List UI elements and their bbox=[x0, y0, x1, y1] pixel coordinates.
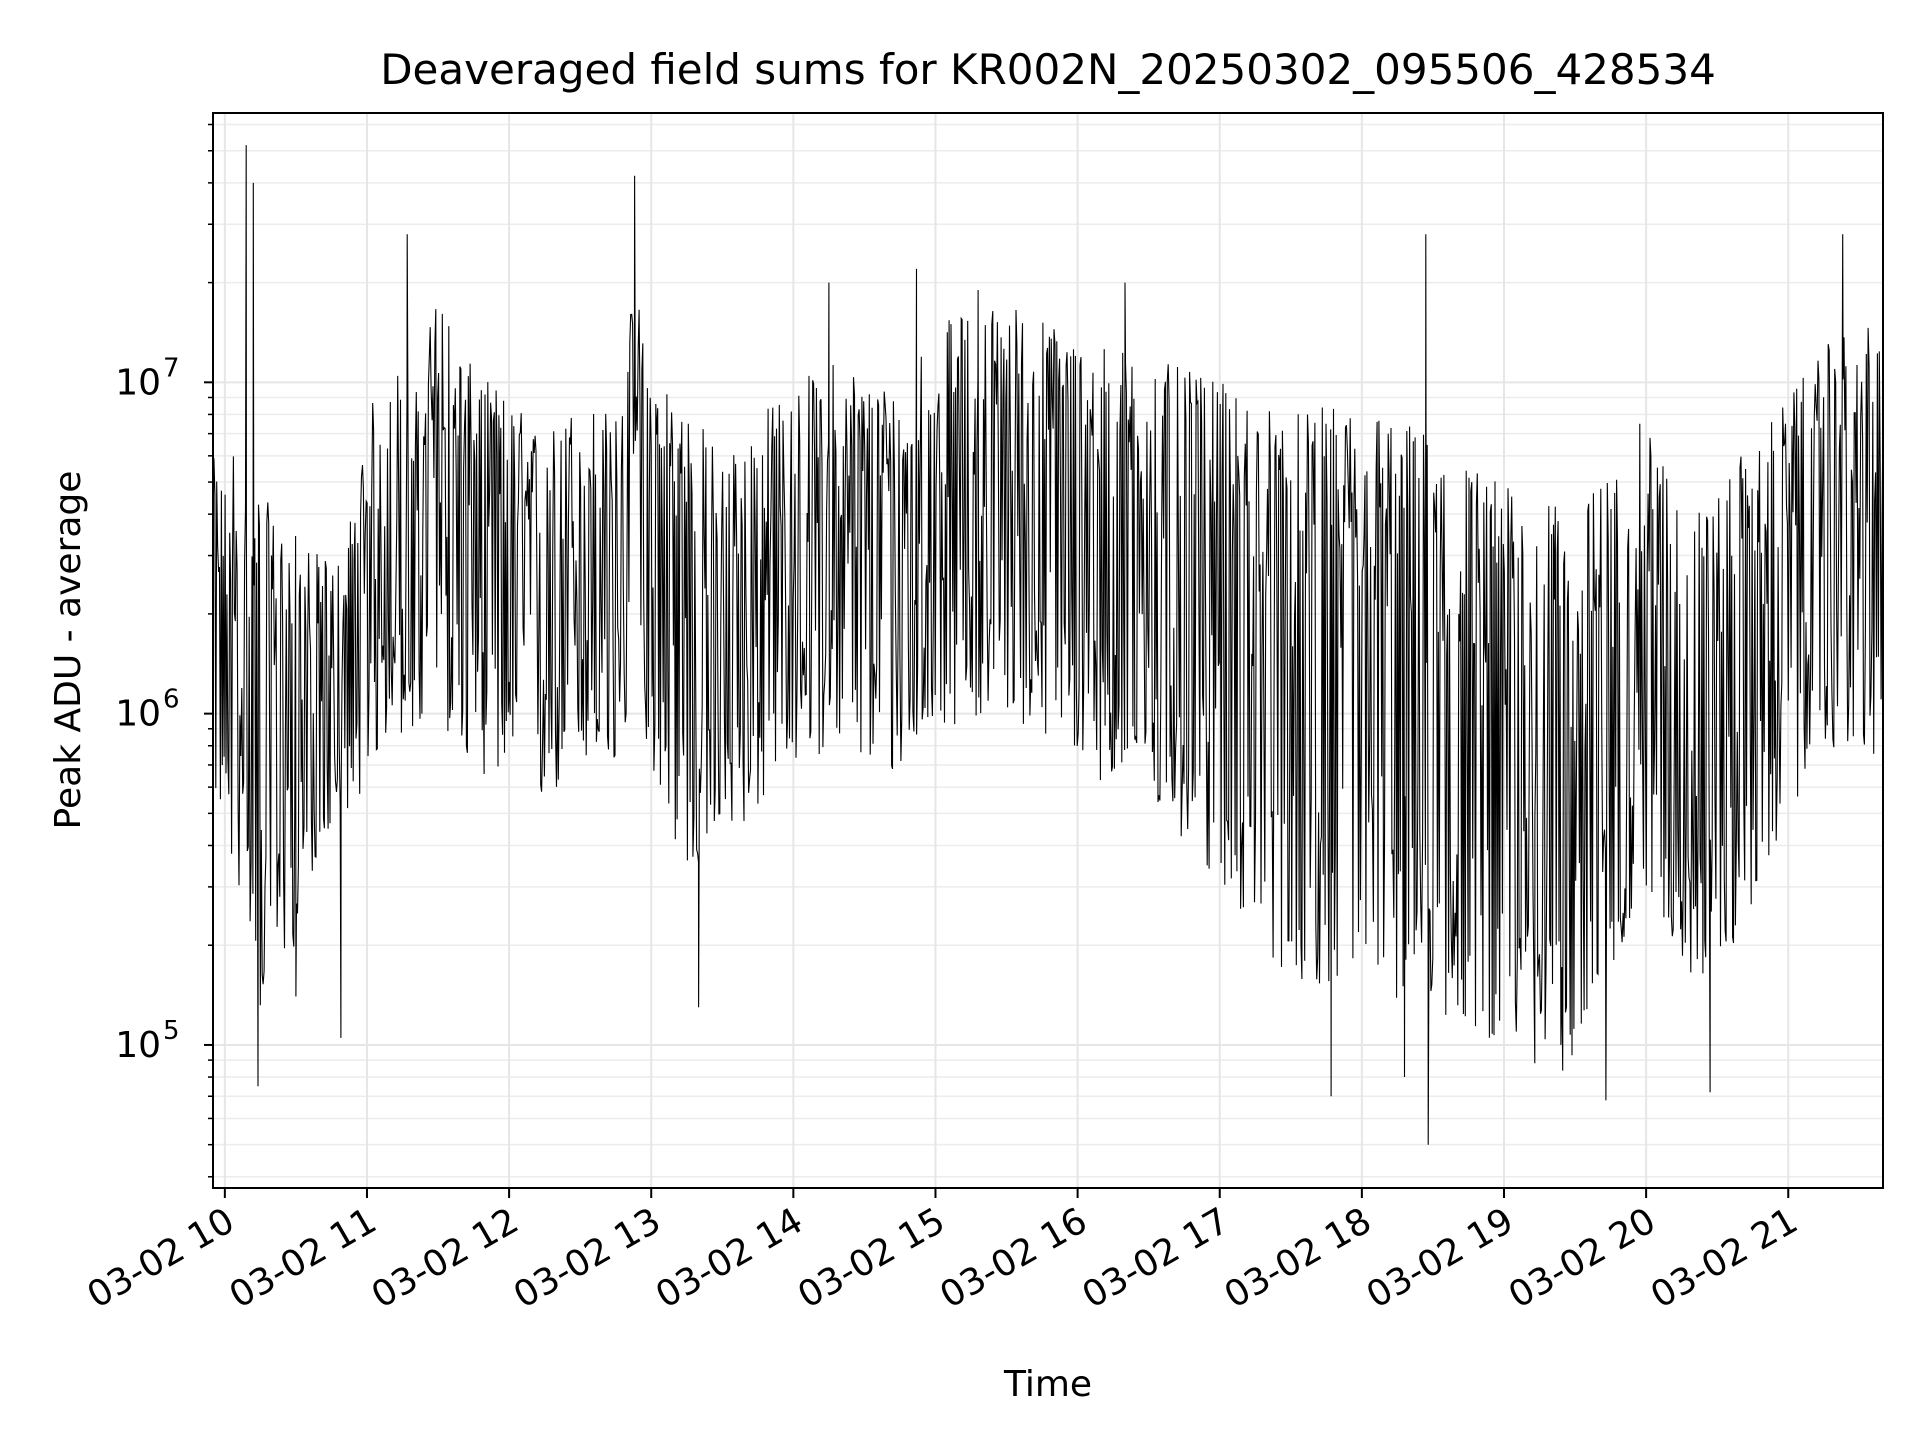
y-tick-exponent: 7 bbox=[163, 353, 180, 383]
x-axis-label: Time bbox=[1003, 1364, 1092, 1405]
y-axis-label: Peak ADU - average bbox=[48, 471, 89, 830]
y-tick-label: 10 bbox=[115, 362, 161, 403]
chart-title: Deaveraged field sums for KR002N_2025030… bbox=[380, 45, 1716, 94]
series-path bbox=[212, 145, 1884, 1145]
y-tick-exponent: 6 bbox=[163, 685, 180, 715]
y-tick-label: 10 bbox=[115, 694, 161, 735]
series-line bbox=[212, 145, 1884, 1145]
y-tick-label: 10 bbox=[115, 1025, 161, 1066]
y-tick-exponent: 5 bbox=[163, 1016, 180, 1046]
plot-frame bbox=[212, 112, 1884, 1189]
